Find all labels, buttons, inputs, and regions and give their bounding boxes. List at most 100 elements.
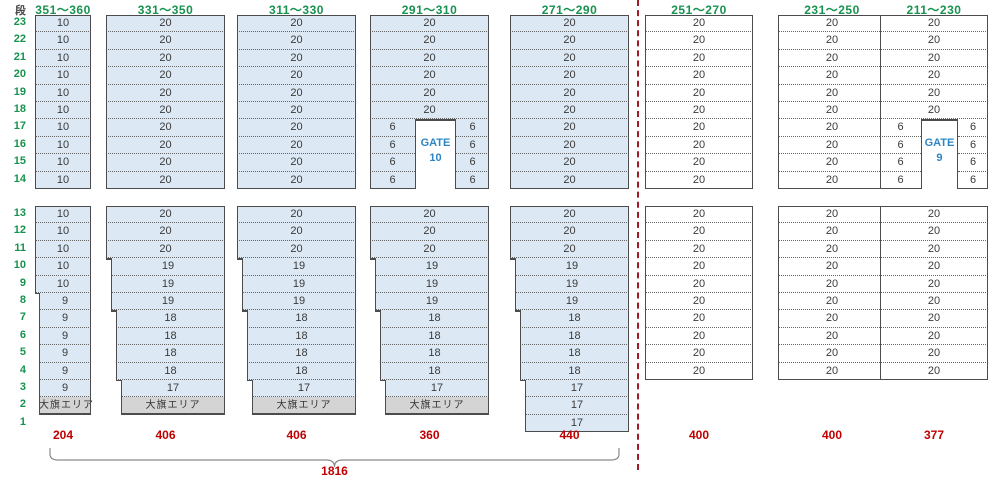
column-total-2: 406: [155, 428, 176, 442]
column-total-1: 204: [52, 428, 74, 442]
seat-cell: 20: [645, 136, 753, 155]
section-divider: [637, 0, 639, 470]
seat-cell: 20: [880, 32, 988, 50]
seat-cell: 20: [880, 102, 988, 120]
seat-cell: 20: [237, 67, 356, 85]
seat-cell: 10: [35, 206, 91, 224]
seat-cell: 18: [380, 362, 489, 380]
seat-cell: 6: [880, 119, 921, 137]
seat-cell: 20: [237, 206, 356, 224]
seat-cell: 6: [880, 171, 921, 189]
seat-cell: 9: [39, 380, 91, 398]
seat-cell: 17: [252, 380, 356, 398]
seat-cell: 20: [237, 223, 356, 241]
seat-cell: 20: [880, 223, 988, 241]
seat-cell: 6: [370, 171, 415, 189]
gate-number: 10: [429, 151, 442, 164]
seat-cell: 20: [880, 49, 988, 68]
seat-cell: 20: [510, 49, 629, 68]
seat-cell: 20: [510, 240, 629, 259]
seat-cell: 18: [380, 310, 489, 328]
seat-cell: 20: [237, 119, 356, 137]
seat-cell: 20: [778, 275, 886, 293]
flag-area: 大旗エリア: [385, 397, 489, 415]
seat-cell: 20: [778, 206, 886, 224]
seat-cell: 20: [645, 223, 753, 241]
seat-cell: 20: [370, 15, 489, 33]
seat-cell: 18: [247, 362, 356, 380]
seat-cell: 18: [116, 327, 225, 346]
seat-cell: 19: [242, 275, 356, 293]
seat-cell: 19: [111, 258, 225, 276]
seat-cell: 18: [247, 327, 356, 346]
seat-cell: 20: [880, 258, 988, 276]
seat-cell: 10: [35, 258, 91, 276]
seat-cell: 19: [111, 275, 225, 293]
seat-cell: 19: [375, 293, 489, 311]
column-header-1: 351～360: [35, 3, 91, 17]
seat-cell: 20: [106, 136, 225, 155]
seat-cell: 20: [778, 258, 886, 276]
row-label-10: 10: [13, 259, 26, 272]
seat-cell: 19: [111, 293, 225, 311]
column-header-2: 331～350: [137, 3, 194, 17]
seat-cell: 10: [35, 67, 91, 85]
seat-cell: 20: [645, 102, 753, 120]
seat-cell: 20: [880, 362, 988, 380]
seat-cell: 20: [510, 119, 629, 137]
gate-label: GATE 10: [416, 120, 455, 188]
seat-cell: 20: [370, 223, 489, 241]
seat-cell: 18: [520, 362, 629, 380]
row-label-4: 4: [19, 363, 26, 376]
column-header-3: 311～330: [269, 3, 324, 17]
seat-cell: 20: [645, 345, 753, 363]
row-label-20: 20: [13, 68, 26, 81]
seat-cell: 20: [778, 327, 886, 346]
seat-cell: 20: [778, 171, 886, 189]
seat-cell: 19: [375, 275, 489, 293]
seat-cell: 20: [778, 119, 886, 137]
flag-area: 大旗エリア: [39, 397, 93, 415]
row-label-22: 22: [13, 33, 26, 46]
seat-cell: 20: [106, 15, 225, 33]
flag-area: 大旗エリア: [252, 397, 356, 415]
row-label-14: 14: [13, 172, 26, 185]
grand-total: 1816: [321, 464, 348, 478]
seat-cell: 10: [35, 15, 91, 33]
row-label-12: 12: [13, 224, 26, 237]
row-label-3: 3: [19, 381, 26, 393]
gate-label: GATE 9: [922, 120, 957, 188]
column-header-8: 211～230: [906, 3, 962, 17]
seat-cell: 20: [778, 32, 886, 50]
seat-cell: 18: [520, 345, 629, 363]
seat-cell: 18: [380, 327, 489, 346]
seat-cell: 17: [385, 380, 489, 398]
seat-cell: 17: [121, 380, 225, 398]
seat-cell: 10: [35, 154, 91, 172]
seat-cell: 6: [958, 119, 988, 137]
seat-cell: 10: [35, 32, 91, 50]
gate-number: 9: [936, 151, 943, 164]
seat-cell: 10: [35, 136, 91, 155]
seat-cell: 20: [237, 171, 356, 189]
gate-name: GATE: [420, 136, 451, 149]
seat-cell: 19: [375, 258, 489, 276]
seat-cell: 20: [106, 119, 225, 137]
seat-cell: 6: [456, 154, 489, 172]
seat-cell: 20: [778, 102, 886, 120]
row-label-5: 5: [19, 346, 26, 359]
seat-cell: 19: [515, 275, 629, 293]
seat-cell: 20: [645, 119, 753, 137]
row-label-17: 17: [13, 120, 26, 133]
seat-cell: 20: [510, 171, 629, 189]
column-header-4: 291～310: [401, 3, 458, 17]
row-label-11: 11: [14, 241, 26, 254]
seat-cell: 17: [525, 397, 629, 415]
seat-cell: 9: [39, 310, 91, 328]
seat-cell: 20: [645, 362, 753, 380]
seat-cell: 20: [778, 293, 886, 311]
seat-cell: 18: [116, 345, 225, 363]
seat-cell: 20: [237, 32, 356, 50]
row-label-1: 1: [19, 415, 26, 428]
seat-cell: 6: [370, 154, 415, 172]
